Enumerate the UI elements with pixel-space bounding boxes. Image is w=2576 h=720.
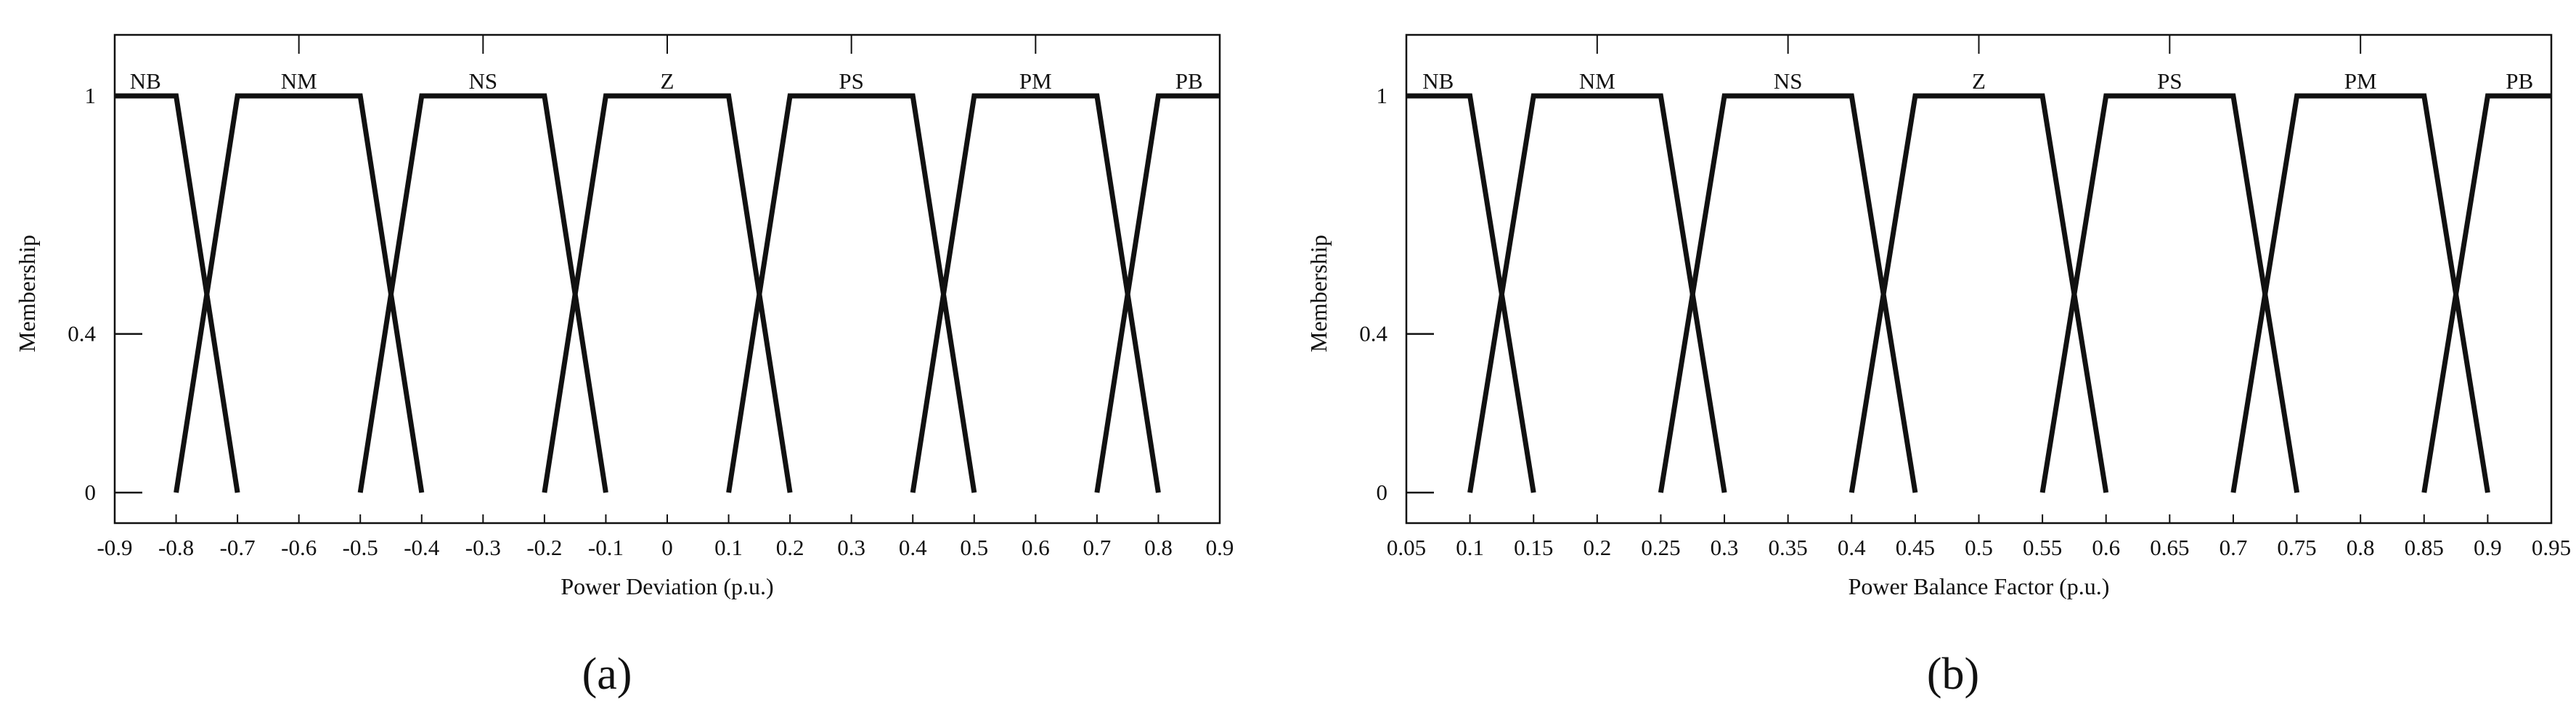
series-line-ns — [1658, 93, 1918, 493]
chart-panel-a: -0.9 -0.8 -0.7 -0.6 -0.5 -0.4 -0.3 -0.2 -0.1 0 0.1… — [14, 33, 1234, 699]
chart-panel-b: 0.05 0.1 0.15 0.2 0.25 0.3 0.35 0.4 0.45 0.5 0.55 0… — [1305, 33, 2571, 699]
series-line-nm — [1467, 93, 1727, 493]
x-tick-label: 0.9 — [2474, 535, 2502, 560]
y-tick-label: 0 — [85, 480, 97, 505]
series-line-z — [542, 93, 793, 493]
x-tick-label: 0.7 — [2220, 535, 2248, 560]
series-label: PS — [839, 68, 863, 94]
x-tick-label: 0.5 — [960, 535, 988, 560]
x-tick-label: 0.7 — [1083, 535, 1112, 560]
x-tick-label: 0.4 — [1838, 535, 1866, 560]
series-line-pm — [910, 93, 1161, 493]
series-line-nb — [115, 93, 240, 493]
x-tick-label: 0.2 — [1583, 535, 1611, 560]
x-tick-label: 0.25 — [1641, 535, 1680, 560]
series-line-ps — [726, 93, 977, 493]
x-axis-title: Power Balance Factor (p.u.) — [1849, 573, 2110, 599]
series-line-nm — [174, 93, 425, 493]
x-tick-label: -0.4 — [404, 535, 440, 560]
x-axis-title: Power Deviation (p.u.) — [561, 573, 773, 599]
series-label: PB — [2506, 68, 2533, 94]
x-tick-label: 0.75 — [2277, 535, 2316, 560]
series-line-ns — [357, 93, 608, 493]
x-tick-label: 0.1 — [714, 535, 743, 560]
x-tick-label: 0.3 — [837, 535, 865, 560]
x-tick-label: -0.8 — [158, 535, 194, 560]
series-line-pm — [2230, 93, 2490, 493]
plot-frame — [1405, 33, 2553, 525]
x-tick-label: 0.45 — [1896, 535, 1935, 560]
x-tick-label: 0.6 — [2092, 535, 2120, 560]
series-label: NM — [281, 68, 317, 94]
series-label: PS — [2157, 68, 2182, 94]
x-tick-label: -0.7 — [220, 535, 256, 560]
x-tick-label: 0.8 — [1144, 535, 1173, 560]
x-tick-label: -0.2 — [526, 535, 562, 560]
x-tick-label: 0.15 — [1514, 535, 1553, 560]
series-line-ps — [2039, 93, 2300, 493]
x-tick-label: 0.65 — [2150, 535, 2189, 560]
series-line-pb — [2421, 93, 2551, 493]
x-tick-label: 0.35 — [1769, 535, 1808, 560]
series-label: Z — [1972, 68, 1986, 94]
x-tick-label: 0.2 — [776, 535, 804, 560]
x-tick-label: 0.6 — [1022, 535, 1050, 560]
x-tick-label: 0.05 — [1387, 535, 1426, 560]
x-tick-label: 0.95 — [2532, 535, 2571, 560]
y-axis-title: Membership — [1305, 235, 1332, 352]
series-line-pb — [1094, 93, 1220, 493]
series-line-z — [1849, 93, 2109, 493]
x-tick-label: 0 — [661, 535, 673, 560]
series-label: NB — [130, 68, 161, 94]
series-label: Z — [661, 68, 674, 94]
series-label: NB — [1422, 68, 1454, 94]
series-label: PM — [1019, 68, 1052, 94]
series-label: NS — [469, 68, 498, 94]
series-line-nb — [1406, 93, 1536, 493]
x-tick-label: -0.5 — [343, 535, 378, 560]
x-tick-label: 0.4 — [899, 535, 927, 560]
y-axis-title: Membership — [14, 235, 40, 352]
y-tick-label: 1 — [85, 83, 97, 108]
x-tick-label: -0.1 — [588, 535, 624, 560]
series-label: PB — [1175, 68, 1203, 94]
series-label: PM — [2344, 68, 2377, 94]
y-tick-label: 0 — [1377, 480, 1388, 505]
x-tick-label: 0.8 — [2347, 535, 2375, 560]
y-tick-label: 0.4 — [68, 321, 96, 347]
x-tick-label: -0.6 — [281, 535, 317, 560]
x-tick-label: -0.9 — [97, 535, 132, 560]
plot-frame — [113, 33, 1221, 525]
x-tick-label: 0.55 — [2023, 535, 2062, 560]
series-label: NS — [1774, 68, 1803, 94]
x-tick-label: 0.5 — [1965, 535, 1993, 560]
x-tick-label: 0.3 — [1711, 535, 1739, 560]
panel-label: (b) — [1927, 650, 1979, 699]
y-tick-label: 0.4 — [1359, 321, 1387, 347]
y-tick-label: 1 — [1377, 83, 1388, 108]
series-label: NM — [1579, 68, 1615, 94]
x-tick-label: 0.1 — [1456, 535, 1484, 560]
x-tick-label: -0.3 — [465, 535, 501, 560]
x-tick-label: 0.85 — [2405, 535, 2444, 560]
panel-label: (a) — [582, 650, 632, 699]
x-tick-label: 0.9 — [1206, 535, 1234, 560]
